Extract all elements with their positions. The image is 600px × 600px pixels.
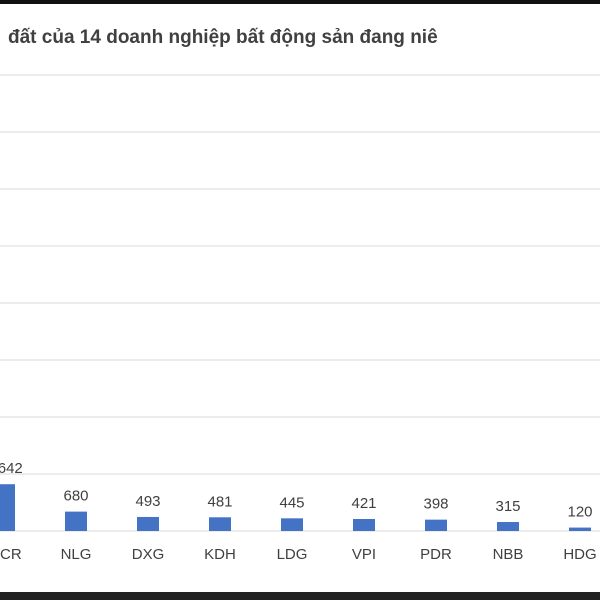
x-tick-label: LDG	[277, 546, 308, 563]
bar	[0, 484, 15, 531]
data-label: 481	[207, 493, 232, 510]
bar	[569, 527, 591, 531]
bar	[425, 519, 447, 531]
data-label: 680	[63, 488, 88, 505]
data-label: 1,642	[0, 460, 23, 477]
bar	[209, 517, 231, 531]
bar	[281, 518, 303, 531]
frame-top	[0, 0, 600, 4]
chart-title: đất của 14 doanh nghiệp bất động sản đan…	[8, 27, 438, 48]
x-tick-label: NLG	[61, 546, 92, 563]
data-label: 445	[279, 494, 304, 511]
bar	[65, 511, 87, 531]
bar	[353, 519, 375, 531]
x-tick-label: CR	[0, 546, 22, 563]
x-tick-label: VPI	[352, 546, 376, 563]
x-tick-label: DXG	[132, 546, 165, 563]
bar	[497, 522, 519, 531]
x-tick-label: HDG	[563, 546, 596, 563]
data-label: 493	[135, 493, 160, 510]
data-label: 120	[567, 504, 592, 521]
x-tick-label: KDH	[204, 546, 236, 563]
x-tick-label: PDR	[420, 546, 452, 563]
data-label: 315	[495, 498, 520, 515]
x-tick-label: NBB	[493, 546, 524, 563]
frame-bottom	[0, 592, 600, 600]
data-label: 421	[351, 495, 376, 512]
bar	[137, 516, 159, 531]
data-label: 398	[423, 496, 448, 513]
